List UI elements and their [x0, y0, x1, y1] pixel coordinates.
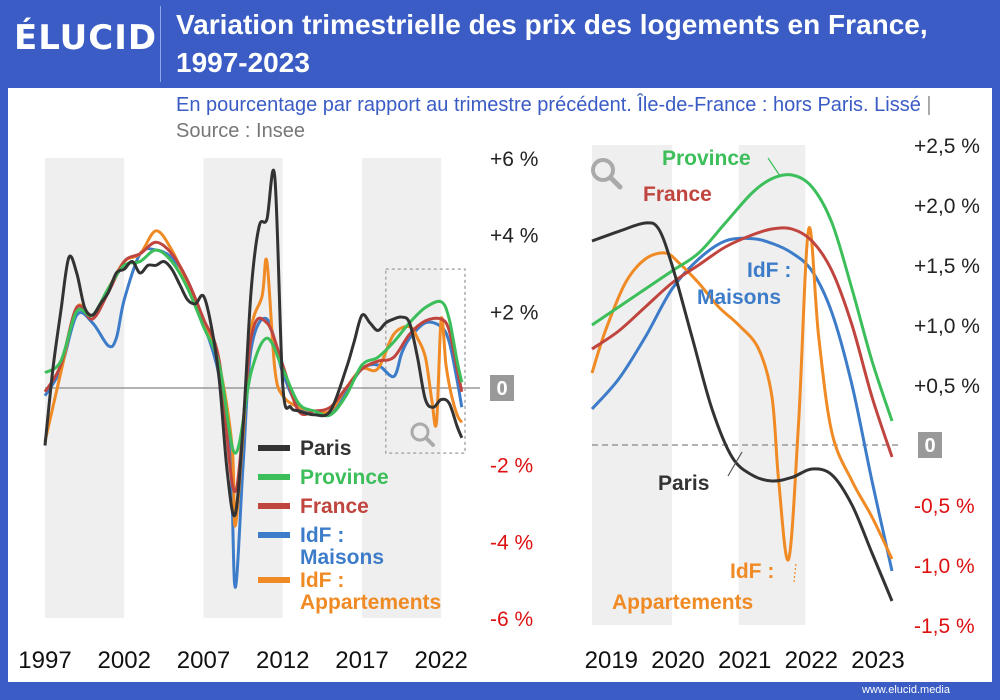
subtitle-separator: | [920, 94, 932, 116]
page-title: Variation trimestrielle des prix des log… [176, 9, 928, 78]
right-x-tick-label: 2019 [585, 647, 638, 674]
right-series-paris [591, 221, 894, 602]
footer-url: www.elucid.media [861, 684, 950, 696]
annotation-paris: Paris [658, 472, 709, 495]
subtitle-text: En pourcentage par rapport au trimestre … [176, 94, 921, 116]
right-x-tick-label: 2020 [651, 647, 704, 674]
right-y-tick-label: +2,5 % [914, 135, 980, 158]
right-y-tick-label: +2,0 % [914, 195, 980, 218]
magnifier-lens [410, 422, 430, 442]
left-y-tick-label: -2 % [490, 455, 533, 478]
right-y-tick-label: 0 [924, 435, 935, 457]
legend-label: IdF : Appartements [300, 569, 441, 614]
annotation-idf-appartements: IdF : Appartements [612, 560, 774, 614]
left-x-tick-label: 2007 [177, 647, 230, 674]
legend-label: IdF : Maisons [300, 524, 384, 569]
legend-label: France [300, 495, 369, 518]
left-zero-badge [490, 375, 514, 401]
right-zero-badge [918, 432, 942, 458]
right-series-province [591, 173, 894, 422]
right-series-france [591, 226, 894, 458]
left-y-tick-label: +2 % [490, 301, 538, 324]
annotation-leader [793, 562, 797, 583]
left-y-tick-label: +4 % [490, 225, 538, 248]
magnifier-icon-large [591, 158, 623, 190]
left-x-tick-label: 2002 [98, 647, 151, 674]
annotation-france: France [643, 183, 712, 206]
right-y-tick-label: +0,5 % [914, 375, 980, 398]
left-series-paris [43, 168, 464, 518]
right-series-idf-maisons [590, 236, 894, 572]
source-text: Source : Insee [176, 120, 305, 142]
left-x-tick-label: 1997 [18, 647, 71, 674]
right-band-0 [592, 145, 672, 625]
right-x-tick-label: 2021 [718, 647, 771, 674]
right-x-tick-label: 2023 [851, 647, 904, 674]
annotation-leader [767, 157, 781, 177]
annotation-leader [727, 451, 743, 477]
left-x-tick-label: 2017 [335, 647, 388, 674]
magnifier-icon-small [410, 422, 435, 447]
magnifier-lens [591, 158, 615, 182]
annotation-idf-maisons: IdF : Maisons [697, 259, 791, 309]
right-y-tick-label: -0,5 % [914, 495, 975, 518]
right-y-tick-label: +1,0 % [914, 315, 980, 338]
legend-label: Province [300, 466, 389, 489]
header: ÉLUCID Variation trimestrielle des prix … [0, 0, 1000, 88]
legend-label: Paris [300, 437, 351, 460]
left-y-tick-label: 0 [496, 378, 507, 400]
magnifier-handle [424, 436, 435, 447]
right-band-1 [738, 145, 806, 625]
magnifier-handle [608, 175, 623, 190]
right-y-tick-label: -1,5 % [914, 615, 975, 638]
left-x-tick-label: 2022 [415, 647, 468, 674]
right-series-idf-appartements [590, 226, 894, 562]
left-y-tick-label: -4 % [490, 531, 533, 554]
right-y-tick-label: -1,0 % [914, 555, 975, 578]
left-y-tick-label: -6 % [490, 608, 533, 631]
header-divider [160, 6, 161, 82]
chart-subtitle: En pourcentage par rapport au trimestre … [176, 92, 976, 144]
right-y-tick-label: +1,5 % [914, 255, 980, 278]
left-y-tick-label: +6 % [490, 148, 538, 171]
brand-logo: ÉLUCID [14, 18, 158, 58]
right-x-tick-label: 2022 [785, 647, 838, 674]
left-x-tick-label: 2012 [256, 647, 309, 674]
annotation-province: Province [662, 147, 751, 170]
